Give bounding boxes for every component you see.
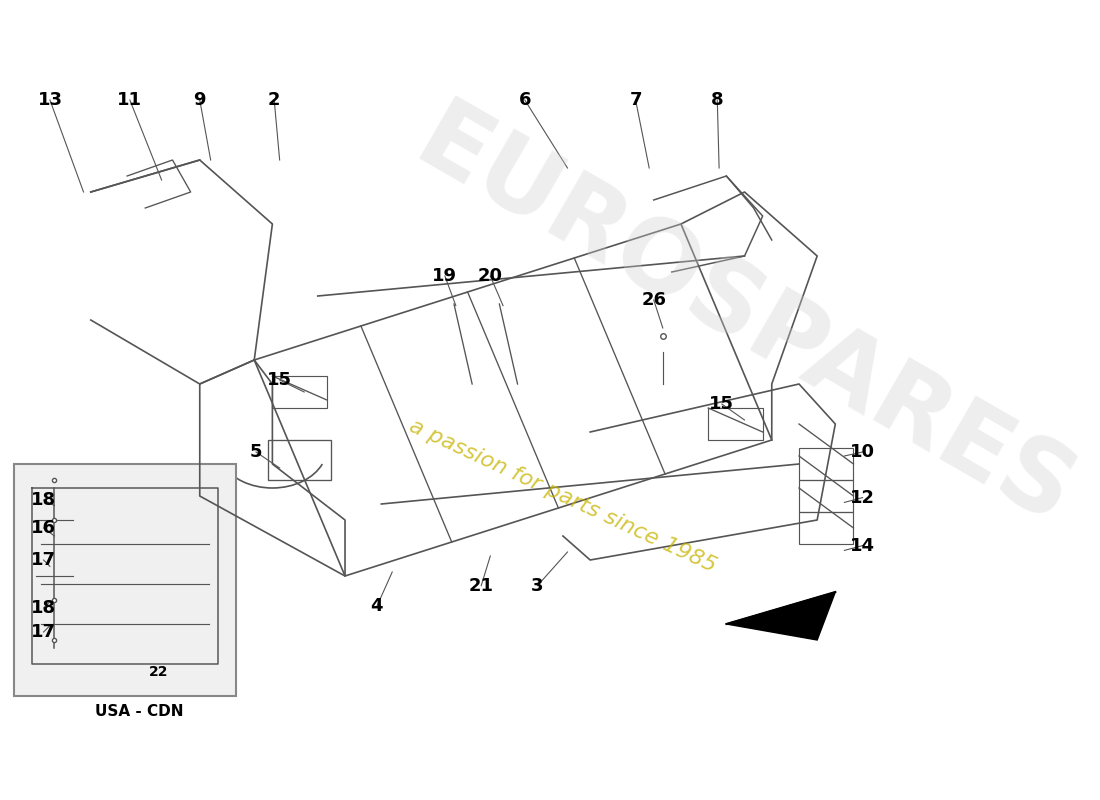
Text: 15: 15 [267,371,293,389]
Text: 20: 20 [477,267,503,285]
Text: 17: 17 [31,551,56,569]
Text: 11: 11 [118,91,142,109]
Text: 9: 9 [194,91,206,109]
Text: 16: 16 [31,519,56,537]
Text: 2: 2 [268,91,280,109]
Text: USA - CDN: USA - CDN [96,704,184,719]
Text: 6: 6 [518,91,531,109]
Text: 5: 5 [250,443,262,461]
Text: 3: 3 [531,577,543,594]
Text: 8: 8 [711,91,724,109]
Text: 17: 17 [31,623,56,641]
Text: 22: 22 [150,665,168,679]
Text: EUROSPARES: EUROSPARES [399,93,1090,547]
Text: 13: 13 [37,91,63,109]
Text: 7: 7 [629,91,641,109]
Text: 14: 14 [850,537,876,554]
Text: 18: 18 [31,491,56,509]
Text: 12: 12 [850,489,876,506]
Text: 19: 19 [432,267,458,285]
Text: 21: 21 [469,577,494,594]
Text: 26: 26 [641,291,667,309]
FancyBboxPatch shape [13,464,236,696]
Text: 18: 18 [31,599,56,617]
Polygon shape [726,592,835,640]
Text: 4: 4 [371,598,383,615]
Text: 15: 15 [710,395,735,413]
Text: a passion for parts since 1985: a passion for parts since 1985 [406,416,719,576]
Text: 10: 10 [850,443,876,461]
